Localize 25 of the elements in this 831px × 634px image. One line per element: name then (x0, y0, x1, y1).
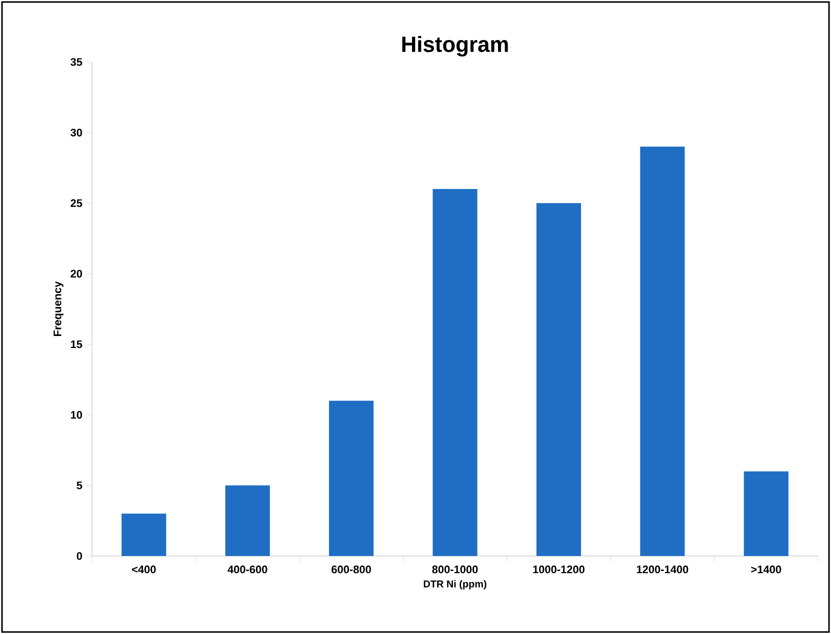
chart-title: Histogram (402, 36, 508, 56)
x-tick-label: >1400 (751, 566, 782, 574)
x-tick-label: <400 (132, 566, 156, 574)
x-tick-label: 1000-1200 (533, 566, 584, 574)
y-tick-label: 20 (70, 270, 82, 278)
bar (122, 514, 166, 556)
bar (536, 203, 582, 556)
y-tick-label: 5 (76, 482, 82, 490)
y-axis-title: Frequency (54, 281, 64, 336)
y-tick-label: 0 (76, 552, 82, 560)
x-axis-title: DTR Ni (ppm) (424, 580, 486, 590)
bar (328, 400, 374, 556)
y-tick-label: 35 (70, 58, 82, 66)
bar (432, 189, 478, 556)
x-tick-label: 600-800 (332, 566, 371, 574)
bar (225, 485, 270, 556)
y-tick-label: 10 (70, 410, 82, 419)
x-tick-label: 400-600 (228, 566, 268, 574)
x-tick-label: 1200-1400 (636, 566, 688, 574)
y-tick-label: 30 (70, 128, 82, 136)
bar (640, 146, 685, 556)
y-tick-label: 15 (70, 340, 82, 348)
bar (744, 471, 788, 556)
y-tick-label: 25 (70, 199, 82, 208)
x-tick-label: 800-1000 (432, 566, 478, 574)
